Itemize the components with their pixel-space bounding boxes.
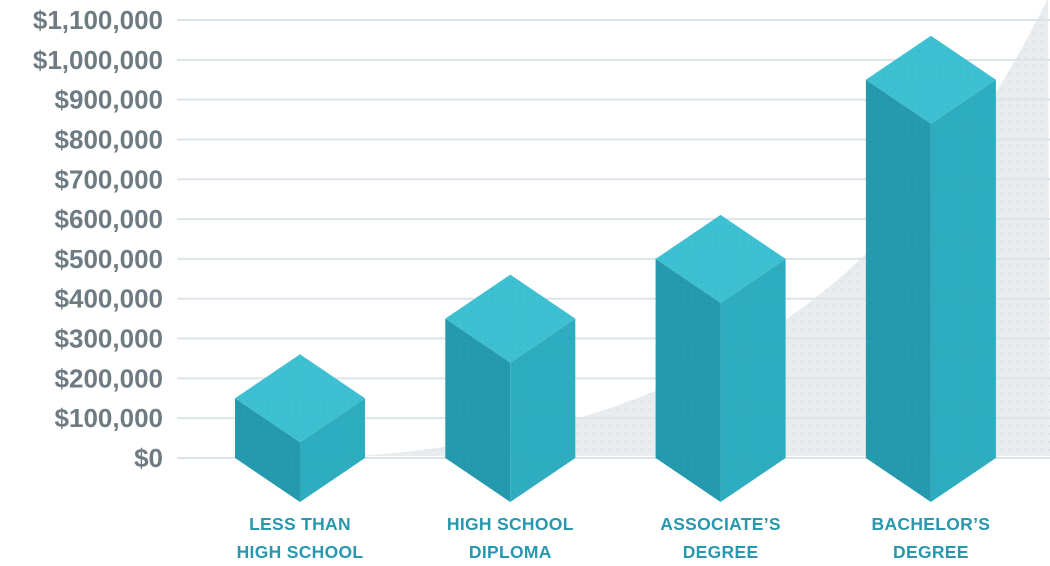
category-label-associate-s-degree-line-1: ASSOCIATE’S [660,514,781,534]
y-axis-tick-label-400-000: $400,000 [55,284,163,314]
bar-cube-bachelor-s-degree [865,35,996,503]
y-axis-tick-label-300-000: $300,000 [55,324,163,354]
category-label-bachelor-s-degree-line-1: BACHELOR’S [872,514,991,534]
bar-cube-less-than-high-school [235,354,365,502]
y-axis-tick-labels: $0 $100,000 $200,000 $300,000 $400,000 $500,0… [33,5,163,473]
category-label-associate-s-degree-line-2: DEGREE [683,542,759,562]
cube-texture [865,35,996,503]
y-axis-tick-label-200-000: $200,000 [55,363,163,393]
bar-cube-associate-s-degree [655,214,786,502]
y-axis-tick-label-900-000: $900,000 [55,85,163,115]
y-axis-tick-label-1-100-000: $1,100,000 [33,5,163,35]
y-axis-tick-label-100-000: $100,000 [55,403,163,433]
x-axis-category-labels: LESS THAN HIGH SCHOOL HIGH SCHOOL DIPLOMA AS… [237,514,991,562]
category-label-bachelor-s-degree-line-2: DEGREE [893,542,969,562]
y-axis-tick-label-0: $0 [134,443,163,473]
y-axis-tick-label-700-000: $700,000 [55,164,163,194]
y-axis-tick-label-800-000: $800,000 [55,124,163,154]
cube-texture [445,274,576,502]
category-label-less-than-high-school-line-2: HIGH SCHOOL [237,542,364,562]
cube-texture [655,214,786,502]
category-label-high-school-diploma-line-2: DIPLOMA [469,542,552,562]
y-axis-tick-label-1-000-000: $1,000,000 [33,45,163,75]
bar-cube-high-school-diploma [445,274,576,502]
category-label-high-school-diploma-line-1: HIGH SCHOOL [447,514,574,534]
category-label-less-than-high-school-line-1: LESS THAN [249,514,351,534]
y-axis-tick-label-600-000: $600,000 [55,204,163,234]
y-axis-tick-label-500-000: $500,000 [55,244,163,274]
cube-texture [235,354,365,502]
